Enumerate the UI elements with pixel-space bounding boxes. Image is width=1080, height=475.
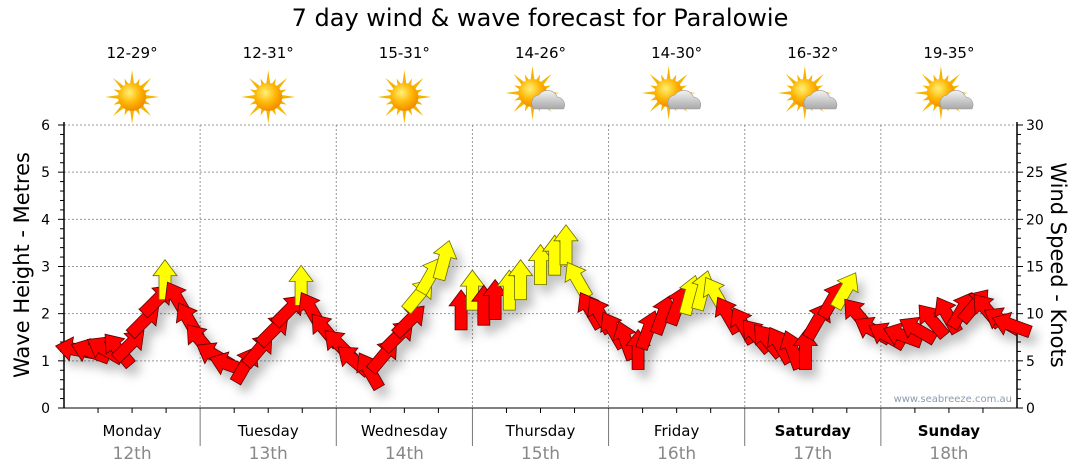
y2-tick-label: 20	[1026, 212, 1044, 228]
day-label: Wednesday	[361, 422, 448, 440]
temperature-range: 19-35°	[923, 44, 974, 62]
date-label: 13th	[249, 444, 288, 464]
day-label: Tuesday	[237, 422, 299, 440]
y2-tick-label: 10	[1026, 307, 1044, 323]
y-tick-label: 1	[41, 354, 50, 370]
y2-tick-label: 15	[1026, 260, 1044, 276]
watermark: www.seabreeze.com.au	[894, 394, 1012, 405]
y2-tick-label: 0	[1026, 401, 1035, 417]
wind-arrow	[391, 305, 425, 340]
y-tick-label: 2	[41, 307, 50, 323]
partly-cloudy-icon	[505, 66, 565, 120]
sun-icon	[241, 70, 296, 124]
temperature-range: 16-32°	[787, 44, 838, 62]
day-label: Saturday	[775, 422, 852, 440]
y-tick-label: 4	[41, 212, 50, 228]
wind-arrow	[356, 352, 385, 392]
y-axis-label: Wave Height - Metres	[10, 152, 34, 378]
temperature-range: 12-31°	[243, 44, 294, 62]
y2-tick-label: 25	[1026, 165, 1044, 181]
sun-icon	[105, 70, 160, 124]
wind-arrow	[564, 261, 594, 301]
wind-arrow	[110, 330, 145, 364]
sun-icon	[377, 70, 432, 124]
y-tick-label: 5	[41, 165, 50, 181]
date-label: 18th	[929, 444, 968, 464]
day-label: Thursday	[505, 422, 576, 440]
wind-arrows	[54, 224, 1033, 392]
date-label: 14th	[385, 444, 424, 464]
temperature-range: 14-26°	[515, 44, 566, 62]
wind-arrow	[829, 272, 859, 311]
wind-arrow	[507, 259, 534, 301]
y2-tick-label: 30	[1026, 118, 1044, 134]
wind-arrow	[432, 239, 458, 282]
y2-tick-label: 5	[1026, 354, 1035, 370]
wind-arrow	[553, 224, 579, 266]
day-label: Sunday	[918, 422, 981, 440]
y2-axis-label: Wind Speed - Knots	[1046, 162, 1070, 368]
temperature-range: 15-31°	[379, 44, 430, 62]
y-tick-label: 0	[41, 401, 50, 417]
wind-arrow	[527, 243, 554, 286]
date-label: 16th	[657, 444, 696, 464]
day-label: Monday	[102, 422, 161, 440]
wind-arrow	[991, 311, 1033, 338]
chart-title: 7 day wind & wave forecast for Paralowie	[291, 4, 789, 32]
partly-cloudy-icon	[641, 66, 702, 120]
day-label: Friday	[654, 422, 700, 440]
temperature-range: 14-30°	[651, 44, 702, 62]
date-label: 17th	[793, 444, 832, 464]
wind-arrow	[918, 304, 950, 341]
partly-cloudy-icon	[777, 66, 838, 120]
partly-cloudy-icon	[913, 66, 974, 120]
date-label: 15th	[521, 444, 560, 464]
y-tick-label: 6	[41, 118, 50, 134]
date-label: 12th	[113, 444, 152, 464]
y-tick-label: 3	[41, 260, 50, 276]
wind-arrow	[482, 278, 508, 320]
temperature-range: 12-29°	[107, 44, 158, 62]
